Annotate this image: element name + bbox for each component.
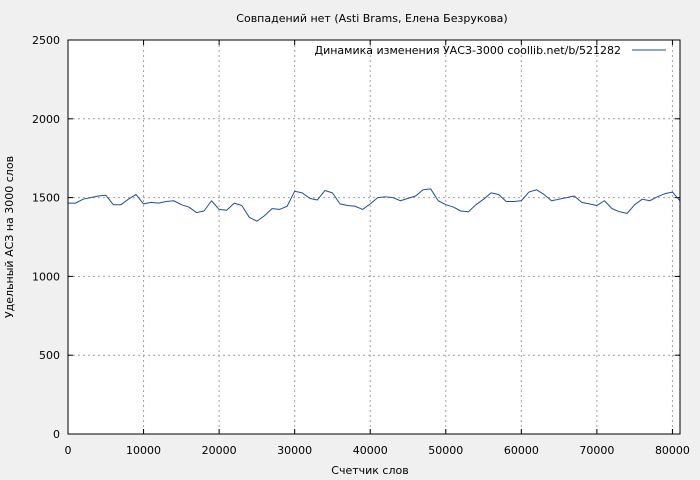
y-tick-label: 1500 [32,192,60,205]
grid [68,40,680,434]
y-tick-label: 0 [53,428,60,441]
plot-area [68,40,680,434]
y-axis-title: Удельный АСЗ на 3000 слов [3,156,16,318]
legend-label: Динамика изменения УАСЗ-3000 coollib.net… [315,44,622,57]
plot-frame [67,39,681,435]
x-tick-label: 30000 [277,444,312,457]
series-line [68,188,681,222]
y-tick-label: 500 [39,349,60,362]
x-tick-label: 40000 [353,444,388,457]
x-tick-label: 10000 [126,444,161,457]
x-axis-title: Счетчик слов [331,464,408,477]
x-tick-label: 60000 [504,444,539,457]
x-tick-label: 0 [65,444,72,457]
y-tick-label: 2000 [32,113,60,126]
series-layer [68,188,681,222]
x-tick-label: 20000 [202,444,237,457]
x-tick-label: 80000 [655,444,690,457]
x-tick-label: 50000 [428,444,463,457]
legend: Динамика изменения УАСЗ-3000 coollib.net… [315,44,666,57]
y-tick-label: 1000 [32,270,60,283]
axis-ticks: 0 10000 20000 30000 40000 50000 60000 70000 8000… [32,34,690,457]
x-tick-label: 70000 [579,444,614,457]
y-tick-label: 2500 [32,34,60,47]
chart-title: Совпадений нет (Asti Brams, Елена Безрук… [236,12,507,25]
